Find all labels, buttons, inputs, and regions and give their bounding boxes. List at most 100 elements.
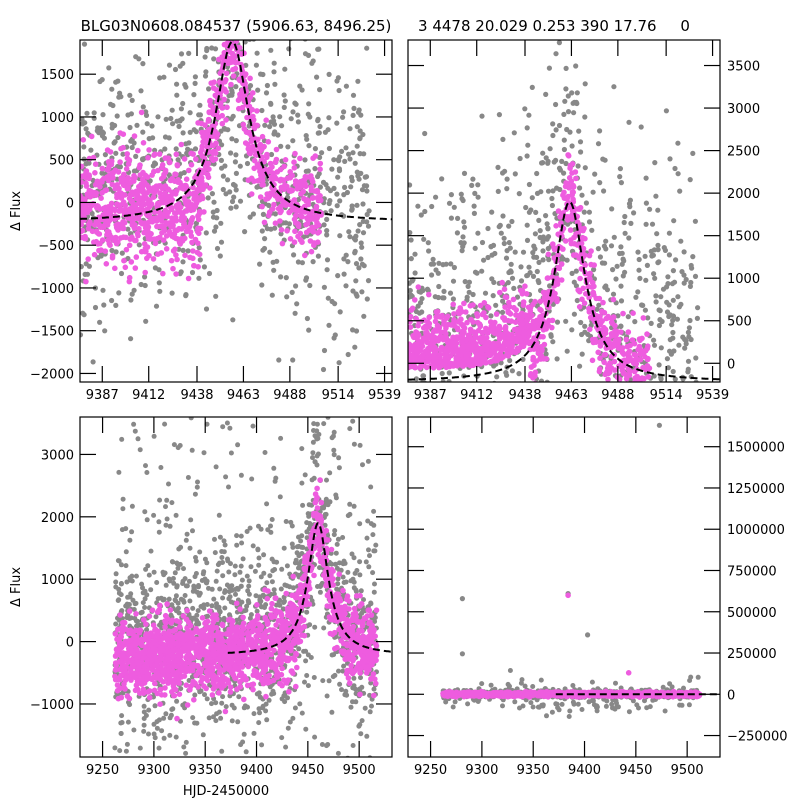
magenta-point (258, 144, 265, 151)
gray-point (420, 373, 427, 379)
gray-point (120, 151, 126, 157)
gray-point (317, 123, 323, 130)
gray-point (648, 488, 653, 493)
gray-point (101, 302, 107, 308)
gray-point (223, 35, 228, 40)
magenta-point (538, 313, 544, 320)
gray-point (292, 705, 298, 711)
title-right: 3 4478 20.029 0.253 390 17.76 0 (418, 17, 690, 35)
gray-point (335, 174, 341, 180)
gray-point (324, 232, 330, 238)
magenta-point (183, 176, 190, 182)
magenta-point (126, 157, 133, 163)
gray-point (575, 163, 581, 169)
gray-point (492, 250, 498, 257)
magenta-point (641, 349, 647, 356)
magenta-point (259, 133, 266, 140)
magenta-point (128, 259, 135, 265)
gray-point (564, 348, 570, 354)
magenta-point (619, 349, 626, 356)
gray-point (331, 157, 337, 163)
magenta-point (121, 176, 128, 183)
magenta-point (408, 307, 415, 313)
gray-point (503, 370, 509, 376)
x-tick-label: 9514 (650, 388, 683, 403)
gray-point (655, 242, 661, 248)
gray-point (536, 217, 542, 223)
gray-point (131, 140, 137, 146)
magenta-point (545, 251, 552, 258)
gray-point (534, 170, 540, 177)
gray-point (315, 118, 321, 124)
gray-point (164, 516, 170, 522)
gray-point (594, 306, 600, 312)
magenta-point (558, 261, 565, 267)
magenta-point (131, 133, 138, 139)
magenta-point (317, 166, 323, 172)
gray-point (348, 184, 354, 190)
magenta-point (89, 228, 96, 235)
gray-point (543, 91, 549, 97)
magenta-point (98, 247, 104, 253)
gray-point (196, 112, 202, 118)
magenta-point (161, 173, 167, 180)
gray-point (196, 583, 201, 588)
magenta-point (569, 208, 576, 214)
panel-lower-left: 9250 9300 9350 9400 9450 9500−100001000200030… (9, 416, 393, 799)
gray-point (324, 267, 330, 273)
gray-point (116, 290, 122, 296)
magenta-point (317, 160, 324, 167)
gray-point (214, 601, 219, 607)
gray-point (116, 590, 122, 596)
magenta-point (543, 356, 550, 362)
gray-point (618, 298, 625, 304)
magenta-point (557, 214, 563, 220)
gray-point (665, 496, 670, 501)
magenta-point (222, 79, 228, 85)
magenta-point (272, 159, 279, 165)
magenta-point (568, 178, 575, 184)
gray-point (333, 550, 339, 556)
gray-point (441, 453, 446, 458)
gray-point (197, 257, 203, 263)
magenta-point (139, 196, 145, 202)
gray-point (324, 477, 329, 483)
gray-point (347, 234, 353, 240)
gray-point (269, 517, 275, 522)
gray-point (125, 719, 131, 725)
magenta-point (80, 227, 86, 234)
magenta-point (219, 54, 225, 60)
magenta-point (565, 153, 572, 159)
gray-point (220, 186, 226, 193)
gray-point (325, 742, 331, 747)
gray-point (213, 224, 219, 230)
gray-point (217, 253, 223, 259)
magenta-point (580, 285, 586, 292)
gray-point (663, 456, 668, 461)
magenta-point (199, 129, 205, 136)
gray-point (456, 421, 461, 426)
magenta-point (160, 270, 166, 277)
gray-point (277, 114, 283, 120)
gray-point (229, 90, 235, 96)
gray-point (160, 569, 166, 575)
magenta-point (600, 299, 606, 306)
gray-point (368, 601, 374, 607)
gray-point (173, 734, 179, 740)
magenta-point (620, 363, 627, 369)
magenta-point (601, 359, 607, 366)
gray-point (251, 711, 257, 717)
gray-point (311, 421, 317, 427)
gray-point (446, 370, 452, 376)
gray-point (155, 596, 161, 602)
gray-point (673, 257, 679, 263)
gray-point (644, 262, 651, 268)
gray-point (113, 571, 119, 577)
gray-point (216, 512, 222, 518)
gray-point (331, 429, 337, 435)
gray-point (268, 119, 274, 125)
magenta-point (186, 167, 192, 174)
gray-point (360, 201, 366, 207)
gray-point (561, 137, 567, 143)
magenta-point (593, 313, 600, 319)
